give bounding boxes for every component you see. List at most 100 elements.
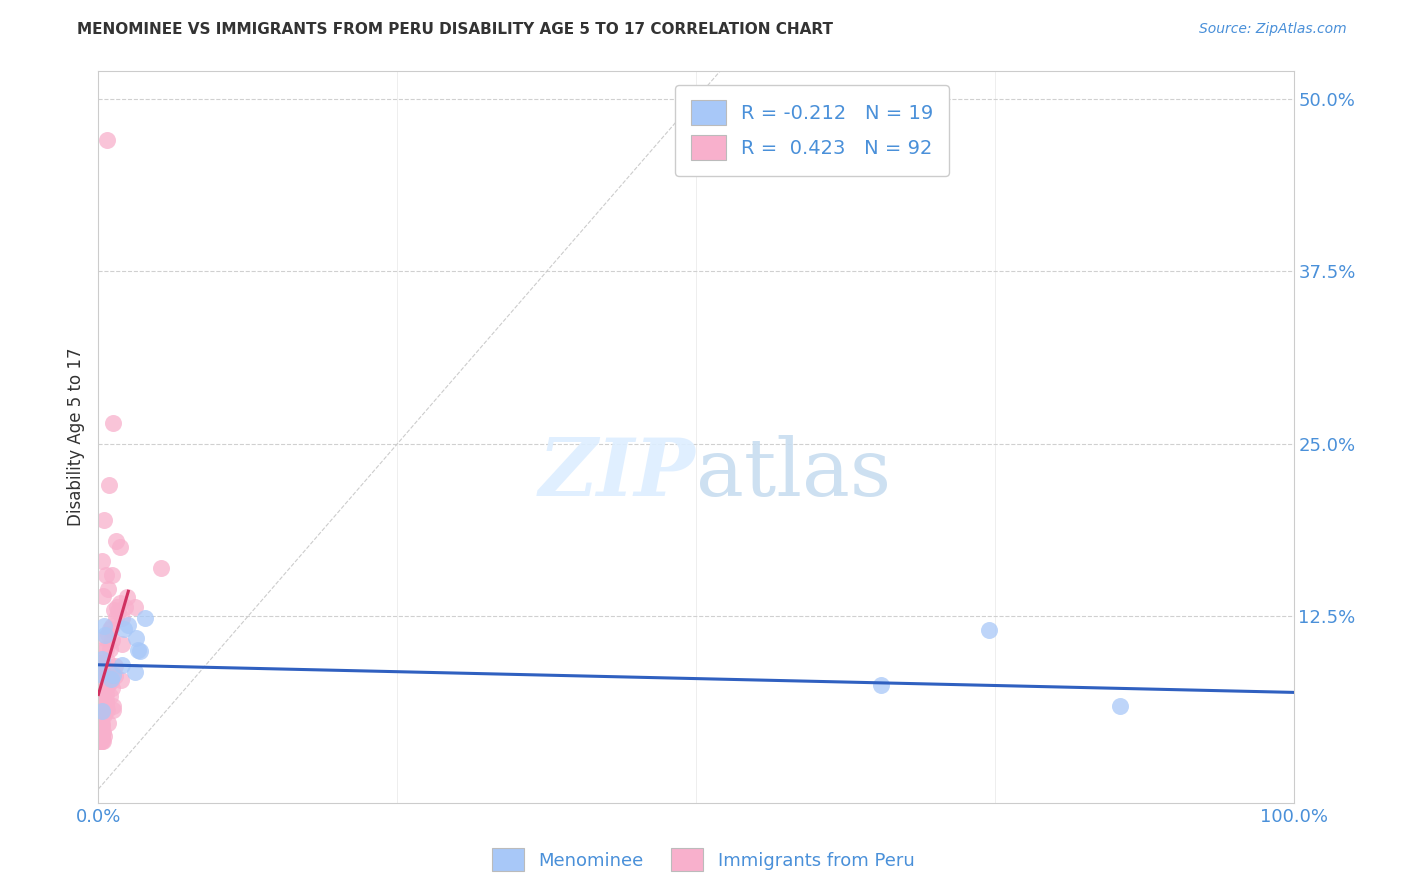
Point	[91, 666, 114, 681]
Point	[90, 716, 112, 731]
Point	[115, 590, 138, 604]
Point	[89, 717, 111, 731]
Point	[93, 669, 115, 683]
Point	[91, 652, 114, 666]
Point	[93, 619, 115, 633]
Point	[93, 729, 115, 743]
Point	[90, 664, 112, 678]
Point	[104, 611, 127, 625]
Point	[870, 678, 893, 692]
Point	[91, 589, 114, 603]
Point	[97, 716, 120, 731]
Point	[93, 674, 115, 689]
Point	[93, 704, 115, 718]
Point	[100, 568, 122, 582]
Point	[91, 716, 114, 731]
Text: MENOMINEE VS IMMIGRANTS FROM PERU DISABILITY AGE 5 TO 17 CORRELATION CHART: MENOMINEE VS IMMIGRANTS FROM PERU DISABI…	[77, 22, 834, 37]
Point	[89, 733, 111, 747]
Point	[94, 687, 117, 701]
Point	[94, 631, 117, 645]
Point	[100, 619, 122, 633]
Point	[125, 631, 148, 645]
Point	[93, 676, 115, 690]
Point	[89, 719, 111, 733]
Point	[110, 673, 132, 687]
Point	[94, 692, 117, 706]
Legend: Menominee, Immigrants from Peru: Menominee, Immigrants from Peru	[484, 841, 922, 879]
Point	[93, 513, 115, 527]
Point	[128, 644, 150, 658]
Point	[90, 723, 112, 738]
Point	[90, 725, 112, 739]
Point	[89, 733, 111, 747]
Point	[104, 658, 127, 673]
Point	[93, 706, 115, 721]
Point	[94, 568, 117, 582]
Point	[89, 697, 111, 711]
Point	[89, 667, 111, 681]
Point	[93, 707, 115, 722]
Point	[98, 670, 121, 684]
Point	[90, 733, 112, 747]
Point	[96, 133, 118, 147]
Point	[100, 673, 122, 688]
Point	[91, 554, 114, 568]
Point	[100, 681, 122, 696]
Point	[150, 561, 173, 575]
Point	[91, 657, 114, 671]
Point	[97, 582, 120, 596]
Point	[97, 678, 120, 692]
Point	[114, 600, 136, 615]
Point	[977, 624, 1000, 638]
Point	[90, 704, 112, 718]
Text: ZIP: ZIP	[538, 435, 696, 512]
Point	[103, 698, 125, 713]
Point	[100, 672, 122, 686]
Point	[98, 641, 121, 656]
Point	[101, 417, 124, 431]
Point	[89, 656, 111, 670]
Point	[101, 667, 124, 681]
Point	[89, 657, 111, 671]
Point	[89, 673, 111, 687]
Point	[91, 677, 114, 691]
Point	[91, 733, 114, 747]
Point	[107, 604, 129, 618]
Point	[111, 658, 134, 673]
Point	[124, 665, 146, 679]
Point	[90, 685, 112, 699]
Point	[91, 690, 114, 704]
Point	[89, 733, 111, 747]
Point	[134, 611, 156, 625]
Point	[94, 700, 117, 714]
Point	[96, 703, 118, 717]
Point	[112, 623, 135, 637]
Point	[89, 684, 111, 698]
Point	[101, 703, 124, 717]
Point	[90, 683, 112, 698]
Point	[90, 728, 112, 742]
Point	[111, 638, 134, 652]
Point	[94, 642, 117, 657]
Point	[93, 641, 115, 656]
Point	[94, 698, 117, 713]
Point	[104, 669, 127, 683]
Point	[91, 725, 114, 739]
Point	[1109, 699, 1132, 714]
Point	[91, 730, 114, 744]
Point	[127, 643, 149, 657]
Point	[117, 618, 139, 632]
Point	[96, 653, 118, 667]
Point	[91, 706, 114, 721]
Point	[91, 719, 114, 733]
Point	[97, 627, 120, 641]
Point	[100, 622, 122, 636]
Y-axis label: Disability Age 5 to 17: Disability Age 5 to 17	[67, 348, 86, 526]
Point	[98, 690, 121, 704]
Point	[108, 596, 131, 610]
Point	[94, 698, 117, 712]
Point	[93, 628, 115, 642]
Point	[111, 611, 134, 625]
Point	[124, 599, 146, 614]
Point	[89, 689, 111, 703]
